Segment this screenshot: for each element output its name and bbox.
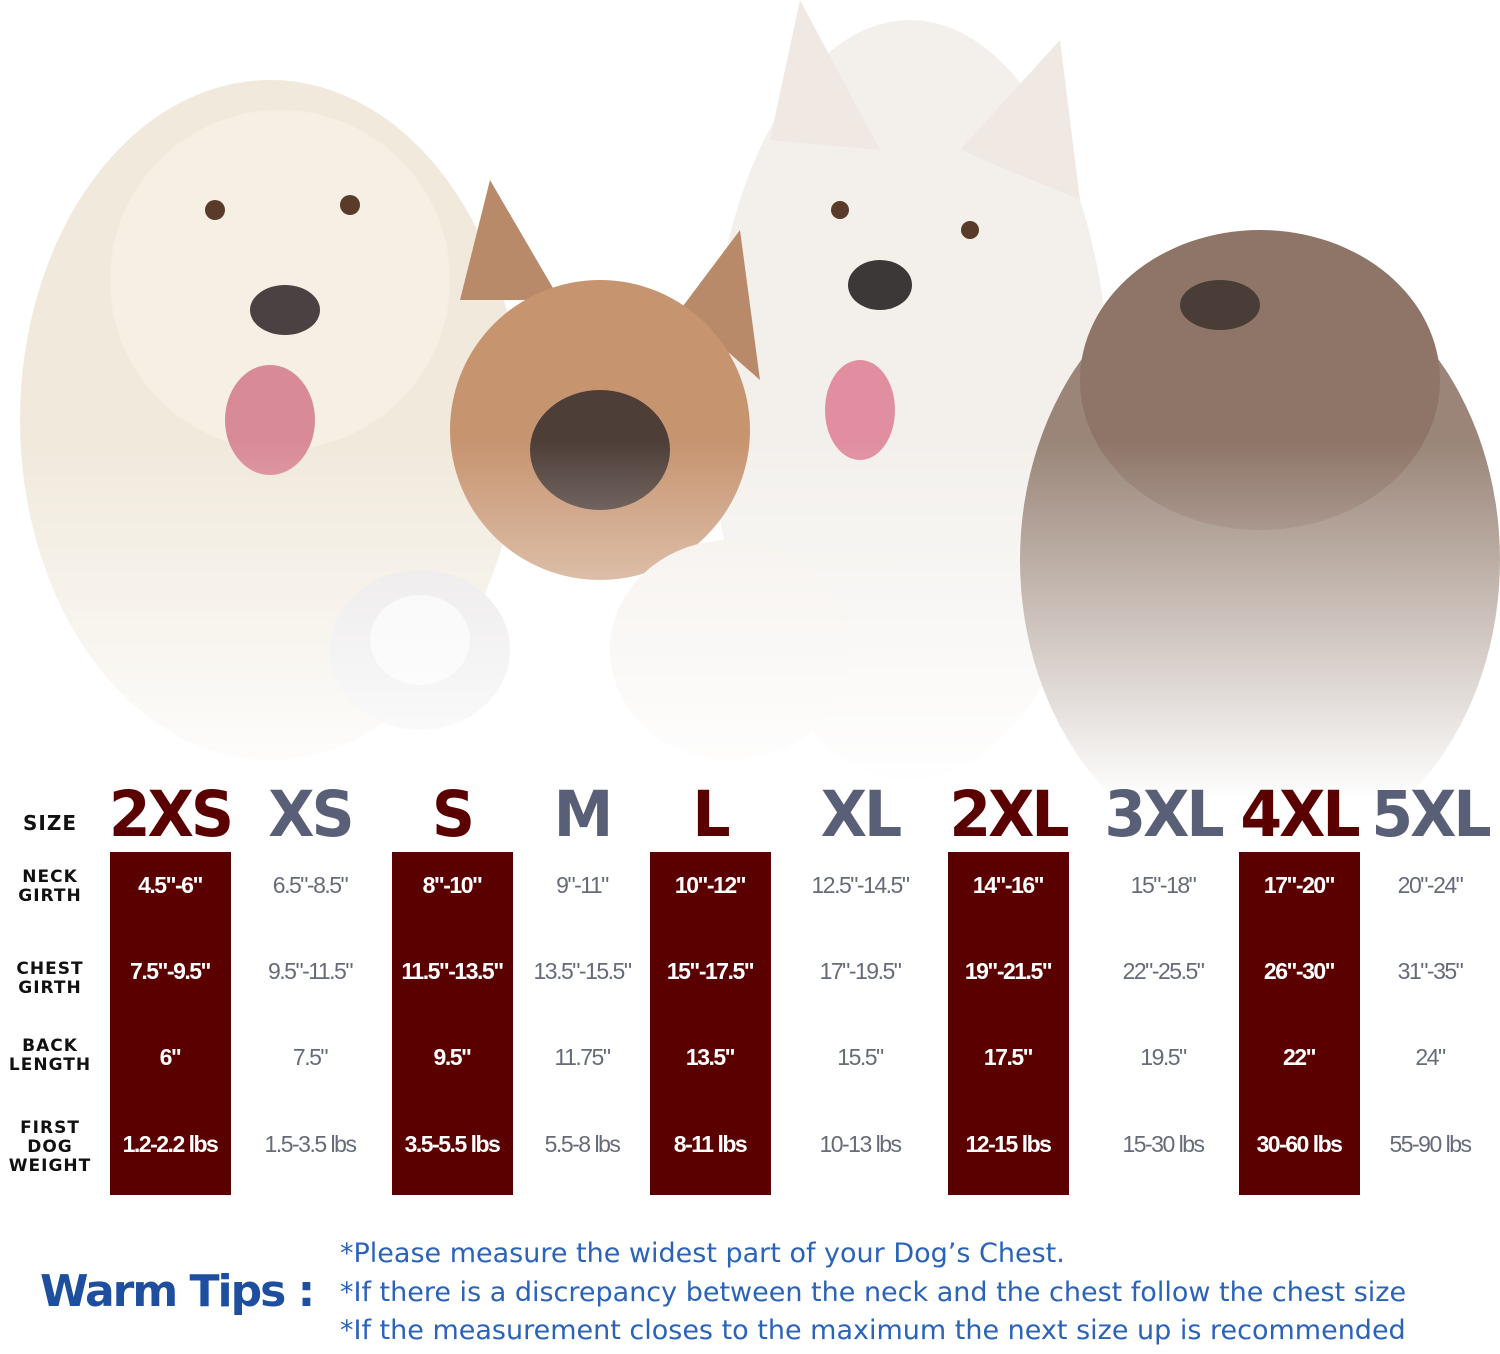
cell-back: 9.5": [433, 1044, 472, 1070]
size-heading: 4XL: [1240, 778, 1360, 852]
cell-back: 19.5": [1140, 1044, 1187, 1070]
label-line: WEIGHT: [8, 1156, 92, 1176]
cell-chest: 11.5"-13.5": [401, 958, 504, 984]
cell-chest: 17"-19.5": [819, 958, 902, 984]
cell-weight: 1.2-2.2 lbs: [122, 1131, 219, 1157]
cell-back: 6": [159, 1044, 182, 1070]
highlight-column: [110, 852, 231, 1195]
cell-chest: 26"-30": [1263, 958, 1336, 984]
label-line: GIRTH: [18, 978, 82, 998]
cell-weight: 8-11 lbs: [673, 1131, 748, 1157]
dogs-photo: [0, 0, 1500, 800]
row-label-back-length: BACK LENGTH: [0, 1037, 100, 1075]
cell-neck: 6.5"-8.5": [272, 872, 349, 898]
size-heading: 2XL: [949, 778, 1069, 852]
label-line: GIRTH: [18, 886, 82, 906]
highlight-column: [948, 852, 1069, 1195]
tip-line: *If there is a discrepancy between the n…: [340, 1277, 1407, 1308]
cell-weight: 55-90 lbs: [1389, 1131, 1472, 1157]
cell-neck: 14"-16": [972, 872, 1045, 898]
cell-chest: 9.5"-11.5": [267, 958, 354, 984]
cell-neck: 8"-10": [422, 872, 483, 898]
cell-back: 7.5": [292, 1044, 329, 1070]
cell-back: 11.75": [554, 1044, 611, 1070]
cell-weight: 30-60 lbs: [1256, 1131, 1343, 1157]
cell-chest: 13.5"-15.5": [533, 958, 632, 984]
cell-neck: 4.5"-6": [138, 872, 203, 898]
size-heading: 5XL: [1371, 778, 1491, 852]
cell-back: 13.5": [685, 1044, 736, 1070]
row-label-dog-weight: FIRST DOG WEIGHT: [0, 1119, 100, 1176]
cell-weight: 10-13 lbs: [819, 1131, 902, 1157]
cell-neck: 9"-11": [556, 872, 609, 898]
cell-chest: 22"-25.5": [1122, 958, 1205, 984]
size-heading: 2XS: [108, 778, 234, 852]
tip-line: *If the measurement closes to the maximu…: [340, 1315, 1406, 1346]
cell-weight: 5.5-8 lbs: [544, 1131, 621, 1157]
tip-line: *Please measure the widest part of your …: [340, 1238, 1065, 1269]
label-line: BACK: [22, 1036, 78, 1056]
cell-back: 17.5": [983, 1044, 1034, 1070]
size-heading: L: [692, 778, 730, 852]
cell-back: 15.5": [837, 1044, 884, 1070]
cell-neck: 20"-24": [1397, 872, 1464, 898]
cell-weight: 3.5-5.5 lbs: [404, 1131, 501, 1157]
size-heading: 3XL: [1104, 778, 1224, 852]
cell-neck: 15"-18": [1130, 872, 1197, 898]
cell-weight: 1.5-3.5 lbs: [264, 1131, 357, 1157]
label-line: CHEST: [16, 959, 84, 979]
cell-chest: 19"-21.5": [964, 958, 1053, 984]
cell-back: 22": [1283, 1044, 1317, 1070]
highlight-column: [650, 852, 771, 1195]
highlight-column: [392, 852, 513, 1195]
label-line: DOG: [27, 1137, 73, 1157]
cell-neck: 10"-12": [674, 872, 747, 898]
label-line: NECK: [22, 867, 78, 887]
cell-chest: 7.5"-9.5": [130, 958, 211, 984]
cell-weight: 12-15 lbs: [965, 1131, 1052, 1157]
size-heading: XS: [268, 778, 354, 852]
highlight-column: [1239, 852, 1360, 1195]
cell-neck: 12.5"-14.5": [811, 872, 910, 898]
row-label-neck-girth: NECK GIRTH: [0, 868, 100, 906]
cell-chest: 31"-35": [1397, 958, 1464, 984]
cell-back: 24": [1415, 1044, 1446, 1070]
cell-weight: 15-30 lbs: [1122, 1131, 1205, 1157]
cell-neck: 17"-20": [1263, 872, 1336, 898]
size-heading: XL: [820, 778, 903, 852]
row-label-size: SIZE: [22, 811, 77, 835]
row-label-chest-girth: CHEST GIRTH: [0, 960, 100, 998]
label-line: LENGTH: [8, 1055, 92, 1075]
size-heading: M: [553, 778, 614, 852]
warm-tips-title: Warm Tips :: [40, 1266, 315, 1317]
cell-chest: 15"-17.5": [666, 958, 755, 984]
size-heading: S: [431, 778, 475, 852]
label-line: FIRST: [20, 1118, 80, 1138]
